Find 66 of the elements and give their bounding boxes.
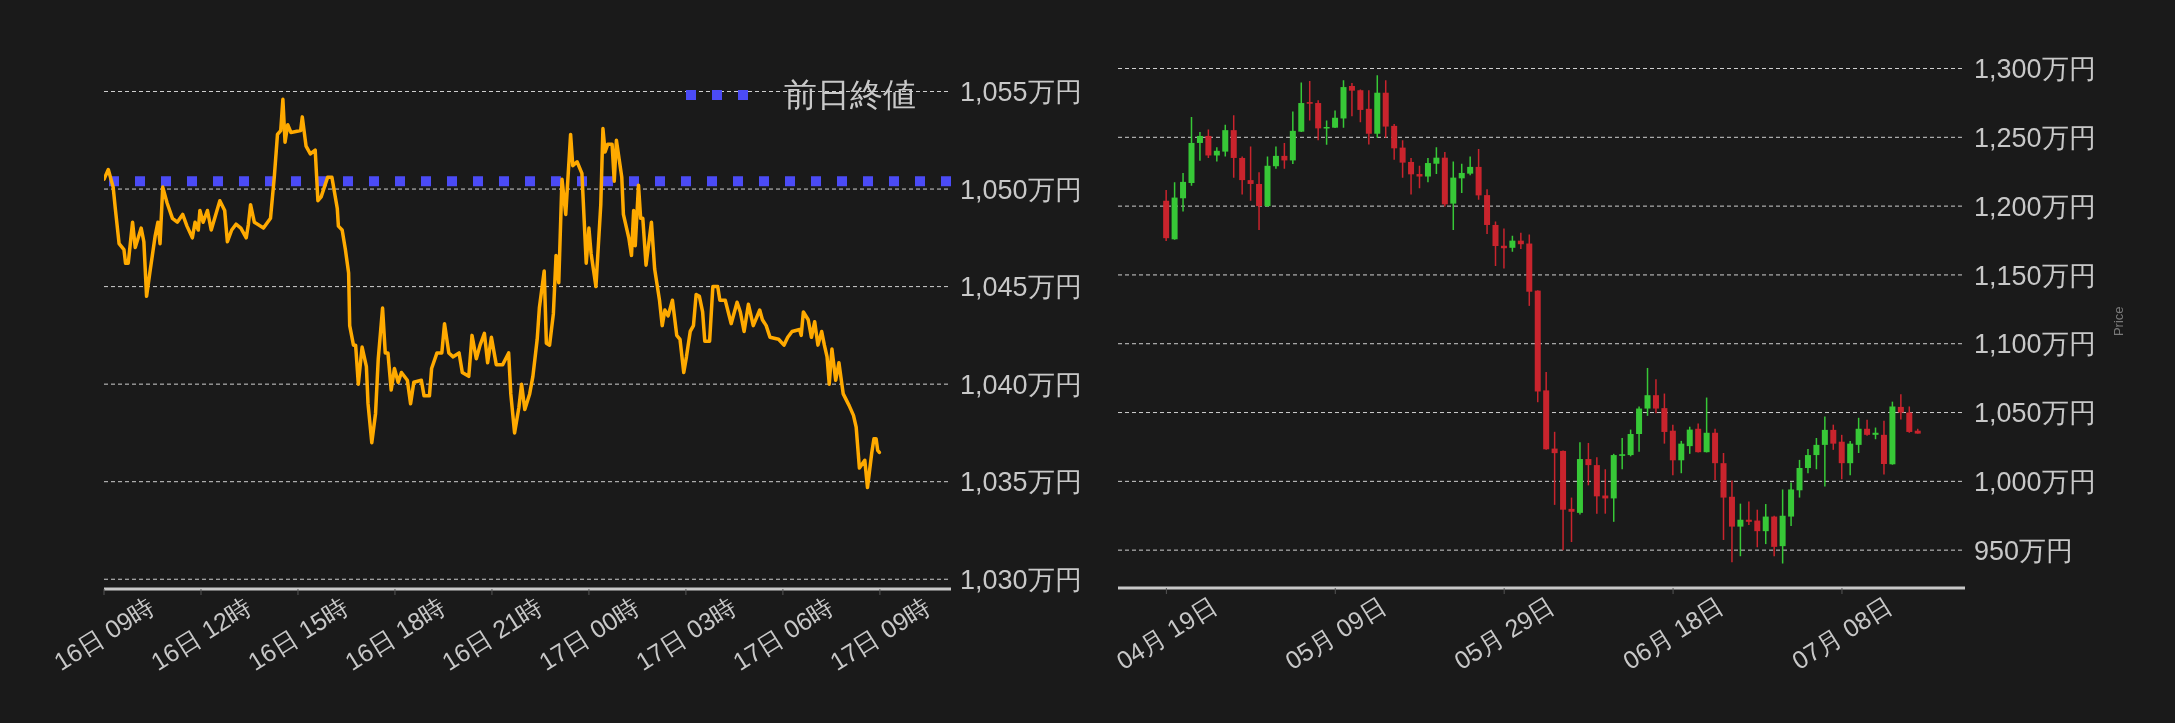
x-tick-label: 04月 19日	[1111, 591, 1222, 675]
candlestick	[1424, 157, 1431, 183]
y-tick-label: 1,035万円	[960, 467, 1082, 498]
candlestick	[1830, 423, 1837, 451]
candlestick	[1754, 508, 1761, 549]
candlestick	[1652, 378, 1659, 415]
candlestick	[1804, 448, 1811, 474]
candlestick	[1205, 128, 1212, 159]
candlestick	[1256, 171, 1263, 231]
candlestick	[1897, 393, 1904, 421]
x-tick-label: 05月 29日	[1449, 591, 1560, 675]
candlestick	[1838, 434, 1845, 481]
candlestick	[1180, 172, 1187, 213]
candlestick	[1847, 440, 1854, 477]
candlestick	[1357, 88, 1364, 124]
candlestick	[1796, 459, 1803, 499]
y-tick-label: 1,055万円	[960, 77, 1082, 108]
y-tick-label: 1,200万円	[1974, 191, 2096, 222]
candlestick	[1196, 131, 1203, 162]
x-tick-label: 06月 18日	[1617, 591, 1729, 675]
candlestick	[1695, 422, 1702, 454]
y-axis-title: Price	[2110, 306, 2126, 337]
y-tick-label: 1,300万円	[1974, 54, 2096, 85]
candlestick	[1619, 437, 1626, 470]
y-tick-label: 1,030万円	[960, 564, 1082, 595]
candlestick	[1348, 82, 1355, 117]
y-tick-label: 1,000万円	[1974, 466, 2096, 497]
candlestick	[1492, 220, 1499, 267]
legend-label: 前日終値	[784, 74, 916, 115]
candlestick	[1568, 496, 1575, 543]
y-tick-label: 1,250万円	[1974, 122, 2096, 153]
candlestick	[1855, 417, 1862, 454]
y-tick-label: 1,050万円	[1974, 398, 2096, 429]
candlestick	[1408, 157, 1415, 196]
candlestick	[1686, 425, 1693, 455]
candlestick	[1458, 162, 1465, 194]
candlestick	[1762, 503, 1769, 545]
candlestick	[1703, 396, 1710, 454]
y-tick-label: 1,050万円	[960, 174, 1082, 205]
candlestick	[1239, 155, 1246, 196]
y-tick-label: 1,100万円	[1974, 329, 2096, 360]
y-tick-label: 950万円	[1974, 535, 2074, 566]
candlestick	[1585, 442, 1592, 487]
candlestick	[1399, 139, 1406, 179]
candlestick	[1247, 145, 1254, 202]
candlestick	[1821, 415, 1828, 488]
candlestick	[1272, 145, 1279, 170]
candlestick	[1906, 405, 1913, 434]
y-tick-label: 1,045万円	[960, 272, 1082, 303]
candlestick	[1813, 437, 1820, 470]
candlestick	[1222, 124, 1229, 158]
candlestick	[1661, 392, 1668, 445]
y-tick-label: 1,150万円	[1974, 260, 2096, 291]
candlestick	[1644, 367, 1651, 417]
x-tick-label: 05月 09日	[1280, 591, 1391, 675]
y-tick-label: 1,040万円	[960, 369, 1082, 400]
candlestick	[1627, 428, 1634, 458]
candlestick	[1678, 440, 1685, 474]
candlestick	[1306, 80, 1313, 122]
x-tick-label: 07月 08日	[1786, 591, 1898, 675]
candlestick	[1745, 500, 1752, 526]
candlestick	[1391, 123, 1398, 161]
candlestick	[1433, 146, 1440, 175]
candlestick	[1737, 502, 1744, 557]
candlestick	[1467, 155, 1474, 176]
candlestick	[1416, 165, 1423, 189]
